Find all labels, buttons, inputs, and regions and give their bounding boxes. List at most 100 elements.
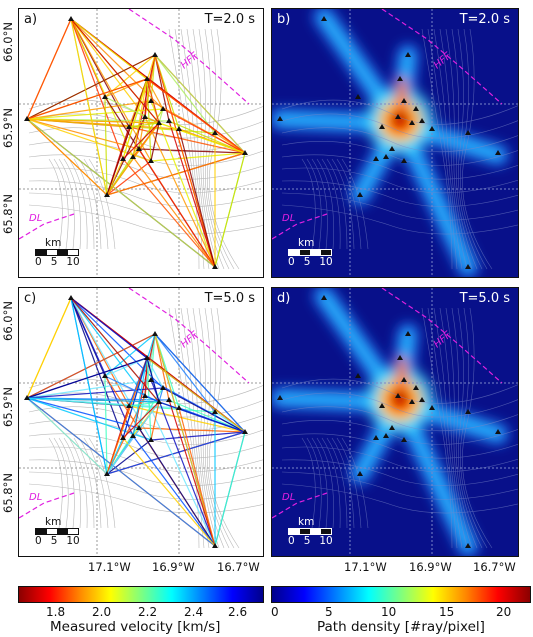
- ray-path: [70, 18, 164, 110]
- ray-path: [128, 401, 160, 407]
- station-marker: [429, 405, 435, 410]
- scale-bar-unit: km: [45, 516, 62, 528]
- station-marker: [413, 385, 419, 390]
- scale-tick: 5: [303, 535, 311, 547]
- fault-label-dl: DL: [29, 492, 42, 503]
- station-marker: [142, 393, 148, 398]
- station-marker: [277, 116, 283, 121]
- ray-path: [150, 401, 160, 441]
- topography-contours: [281, 28, 518, 270]
- ray-path: [26, 397, 216, 547]
- velocity-colorbar-label: Measured velocity [km/s]: [50, 619, 221, 635]
- station-marker: [130, 154, 136, 159]
- fault-label-dl: DL: [282, 213, 295, 224]
- station-marker: [242, 150, 248, 155]
- ray-path: [154, 54, 216, 268]
- scale-tick: 10: [319, 535, 333, 547]
- ray-path: [70, 297, 164, 389]
- ray-path: [106, 357, 148, 475]
- station-marker: [357, 192, 363, 197]
- scale-bar-a: km 0 5 10: [35, 237, 80, 268]
- ray-path: [144, 116, 216, 268]
- ray-path: [162, 387, 246, 433]
- velocity-tick: 2.6: [228, 605, 248, 619]
- ray-path: [128, 122, 160, 128]
- ray-path: [26, 387, 164, 399]
- ray-path: [144, 78, 148, 118]
- ray-path: [146, 78, 152, 162]
- station-marker: [465, 409, 471, 414]
- ray-path: [70, 297, 134, 437]
- density-field: [272, 288, 509, 556]
- station-marker: [357, 471, 363, 476]
- ray-path: [104, 375, 108, 475]
- station-marker: [355, 373, 361, 378]
- ray-path: [26, 118, 180, 130]
- x-tick-label: 16.7°W: [217, 560, 260, 574]
- fault-line: [19, 213, 75, 240]
- ray-path: [154, 333, 246, 433]
- station-marker: [277, 395, 283, 400]
- panel-label-d: d): [277, 291, 291, 306]
- ray-path: [26, 397, 108, 475]
- station-marker: [419, 397, 425, 402]
- station-marker: [405, 331, 411, 336]
- density-tick: 0: [271, 605, 279, 619]
- y-tick-label: 65.9°N: [1, 387, 15, 427]
- x-tick-label: 17.1°W: [88, 560, 131, 574]
- ray-path: [70, 297, 160, 403]
- ray-paths: [26, 297, 246, 547]
- velocity-tick: 2.0: [92, 605, 112, 619]
- density-tick: 15: [439, 605, 455, 619]
- station-marker: [68, 16, 74, 21]
- station-marker: [24, 116, 30, 121]
- station-marker: [395, 114, 401, 119]
- fault-line: [381, 9, 503, 105]
- velocity-colorbar: [18, 586, 264, 603]
- station-marker: [156, 120, 162, 125]
- scale-tick: 5: [303, 256, 311, 268]
- station-marker: [242, 429, 248, 434]
- ray-path: [146, 357, 152, 441]
- scale-bar-d: km 0 5 10: [288, 516, 333, 547]
- x-tick-label: 16.9°W: [152, 560, 195, 574]
- period-label-d: T=5.0 s: [459, 291, 510, 306]
- station-marker: [120, 435, 126, 440]
- y-tick-label: 65.8°N: [1, 473, 15, 513]
- ray-path: [70, 18, 124, 160]
- ray-path: [104, 96, 108, 196]
- ray-path: [26, 333, 156, 399]
- ray-path: [104, 357, 148, 377]
- scale-tick: 5: [50, 535, 58, 547]
- ray-path: [26, 118, 152, 162]
- ray-path: [70, 18, 146, 118]
- ray-path: [144, 357, 148, 397]
- scale-tick: 10: [66, 535, 80, 547]
- station-marker: [176, 126, 182, 131]
- y-tick-label: 66.0°N: [1, 301, 15, 341]
- ray-path: [168, 399, 246, 433]
- station-marker: [401, 158, 407, 163]
- ray-path-map-c: HFF DL: [19, 288, 263, 556]
- velocity-tick: 2.2: [138, 605, 158, 619]
- ray-path: [132, 78, 148, 158]
- ray-path: [158, 387, 164, 403]
- scale-tick: 10: [319, 256, 333, 268]
- station-marker: [212, 409, 218, 414]
- station-marker: [373, 156, 379, 161]
- fault-label-dl: DL: [29, 213, 42, 224]
- ray-path: [146, 357, 160, 403]
- station-marker: [465, 543, 471, 548]
- ray-path: [70, 297, 124, 439]
- station-marker: [409, 120, 415, 125]
- station-marker: [212, 130, 218, 135]
- ray-path: [168, 120, 246, 154]
- ray-path: [26, 54, 156, 120]
- fault-label-hff: HFF: [179, 329, 201, 350]
- ray-path: [26, 108, 164, 120]
- ray-path: [70, 18, 108, 196]
- ray-path: [70, 297, 146, 397]
- ray-path: [154, 54, 246, 154]
- ray-path: [26, 18, 72, 120]
- fault-line: [381, 288, 503, 384]
